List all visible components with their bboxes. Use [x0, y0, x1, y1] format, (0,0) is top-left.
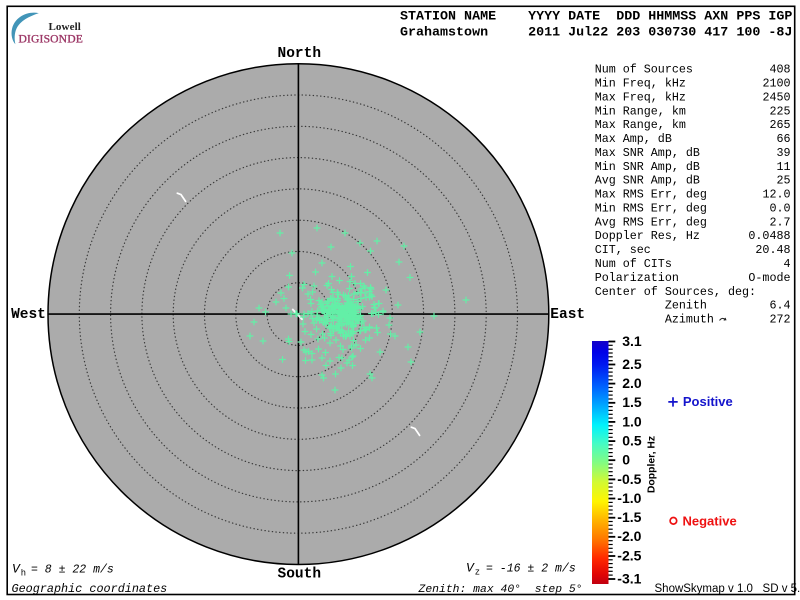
svg-text:-1.0: -1.0	[617, 490, 641, 506]
svg-text:North: North	[278, 46, 322, 62]
svg-text:V: V	[12, 562, 21, 577]
svg-text:V: V	[466, 561, 475, 576]
svg-text:South: South	[278, 567, 322, 583]
svg-text:-3.1: -3.1	[617, 570, 641, 586]
svg-text:2.5: 2.5	[622, 356, 642, 372]
svg-text:Avg SNR Amp, dB: Avg SNR Amp, dB	[595, 174, 700, 188]
svg-text:= -16 ± 2 m/s: = -16 ± 2 m/s	[486, 563, 576, 576]
svg-text:Zenith: Zenith	[595, 299, 707, 313]
svg-text:-2.5: -2.5	[617, 547, 641, 563]
svg-text:Avg RMS Err, deg: Avg RMS Err, deg	[595, 215, 707, 229]
svg-text:Positive: Positive	[683, 394, 733, 409]
svg-text:272: 272	[769, 313, 790, 327]
svg-text:Negative: Negative	[683, 514, 737, 529]
svg-text:11: 11	[776, 160, 790, 174]
svg-text:Polarization: Polarization	[595, 271, 679, 285]
svg-text:Max RMS Err, deg: Max RMS Err, deg	[595, 188, 707, 202]
svg-text:6.4: 6.4	[769, 299, 790, 313]
svg-text:66: 66	[776, 132, 790, 146]
svg-text:STATION NAME YYYY DATE DDD: STATION NAME YYYY DATE DDD HHMMSS AXN PP…	[400, 10, 792, 25]
svg-text:Max SNR Amp, dB: Max SNR Amp, dB	[595, 146, 700, 160]
svg-text:Grahamstown 2011 Jul22 203: Grahamstown 2011 Jul22 203 030730 417 10…	[400, 26, 792, 41]
svg-text:DIGISONDE: DIGISONDE	[19, 33, 83, 46]
svg-text:Max Freq, kHz: Max Freq, kHz	[595, 90, 686, 104]
svg-text:CIT, sec: CIT, sec	[595, 243, 651, 257]
svg-text:0.0488: 0.0488	[748, 229, 790, 243]
svg-text:12.0: 12.0	[762, 188, 790, 202]
svg-text:20.48: 20.48	[755, 243, 790, 257]
svg-text:25: 25	[776, 174, 790, 188]
svg-text:3.1: 3.1	[622, 333, 642, 349]
svg-text:2100: 2100	[762, 77, 790, 91]
svg-text:Lowell: Lowell	[49, 21, 81, 33]
svg-text:Doppler, Hz: Doppler, Hz	[647, 436, 658, 493]
svg-text:ShowSkymap v 1.0 SD v 5.1: ShowSkymap v 1.0 SD v 5.1	[655, 583, 800, 595]
svg-text:z: z	[475, 568, 480, 578]
svg-text:Center of Sources, deg:: Center of Sources, deg:	[595, 285, 756, 299]
svg-text:Num of CITs: Num of CITs	[595, 257, 672, 271]
svg-text:0: 0	[622, 452, 630, 468]
svg-text:408: 408	[769, 63, 790, 77]
svg-text:= 8 ± 22 m/s: = 8 ± 22 m/s	[31, 564, 114, 577]
svg-text:O-mode: O-mode	[748, 271, 790, 285]
svg-text:Min RMS Err, deg: Min RMS Err, deg	[595, 201, 707, 215]
svg-text:Min SNR Amp, dB: Min SNR Amp, dB	[595, 160, 700, 174]
svg-text:265: 265	[769, 118, 790, 132]
svg-text:0.5: 0.5	[622, 433, 642, 449]
svg-text:h: h	[21, 569, 26, 579]
svg-text:West: West	[11, 307, 46, 323]
svg-text:1.5: 1.5	[622, 394, 642, 410]
svg-text:Max Amp, dB: Max Amp, dB	[595, 132, 672, 146]
svg-text:39: 39	[776, 146, 790, 160]
svg-text:Geographic coordinates: Geographic coordinates	[12, 582, 168, 596]
svg-text:Min Freq, kHz: Min Freq, kHz	[595, 77, 686, 91]
svg-text:-1.5: -1.5	[617, 509, 641, 525]
svg-text:-2.0: -2.0	[617, 528, 641, 544]
svg-text:1.0: 1.0	[622, 413, 642, 429]
svg-text:Max Range, km: Max Range, km	[595, 118, 686, 132]
svg-text:Zenith: max 40° step 5°: Zenith: max 40° step 5°	[418, 584, 583, 596]
svg-text:-0.5: -0.5	[617, 471, 641, 487]
svg-text:East: East	[550, 307, 585, 323]
svg-text:2.7: 2.7	[769, 215, 790, 229]
svg-text:Doppler Res, Hz: Doppler Res, Hz	[595, 229, 700, 243]
svg-text:0.0: 0.0	[769, 201, 790, 215]
svg-text:Num of Sources: Num of Sources	[595, 63, 693, 77]
svg-text:225: 225	[769, 104, 790, 118]
svg-text:2450: 2450	[762, 90, 790, 104]
svg-text:2.0: 2.0	[622, 375, 642, 391]
svg-text:4: 4	[783, 257, 790, 271]
svg-text:Azimuth: Azimuth	[595, 313, 714, 327]
svg-text:Min Range, km: Min Range, km	[595, 104, 686, 118]
